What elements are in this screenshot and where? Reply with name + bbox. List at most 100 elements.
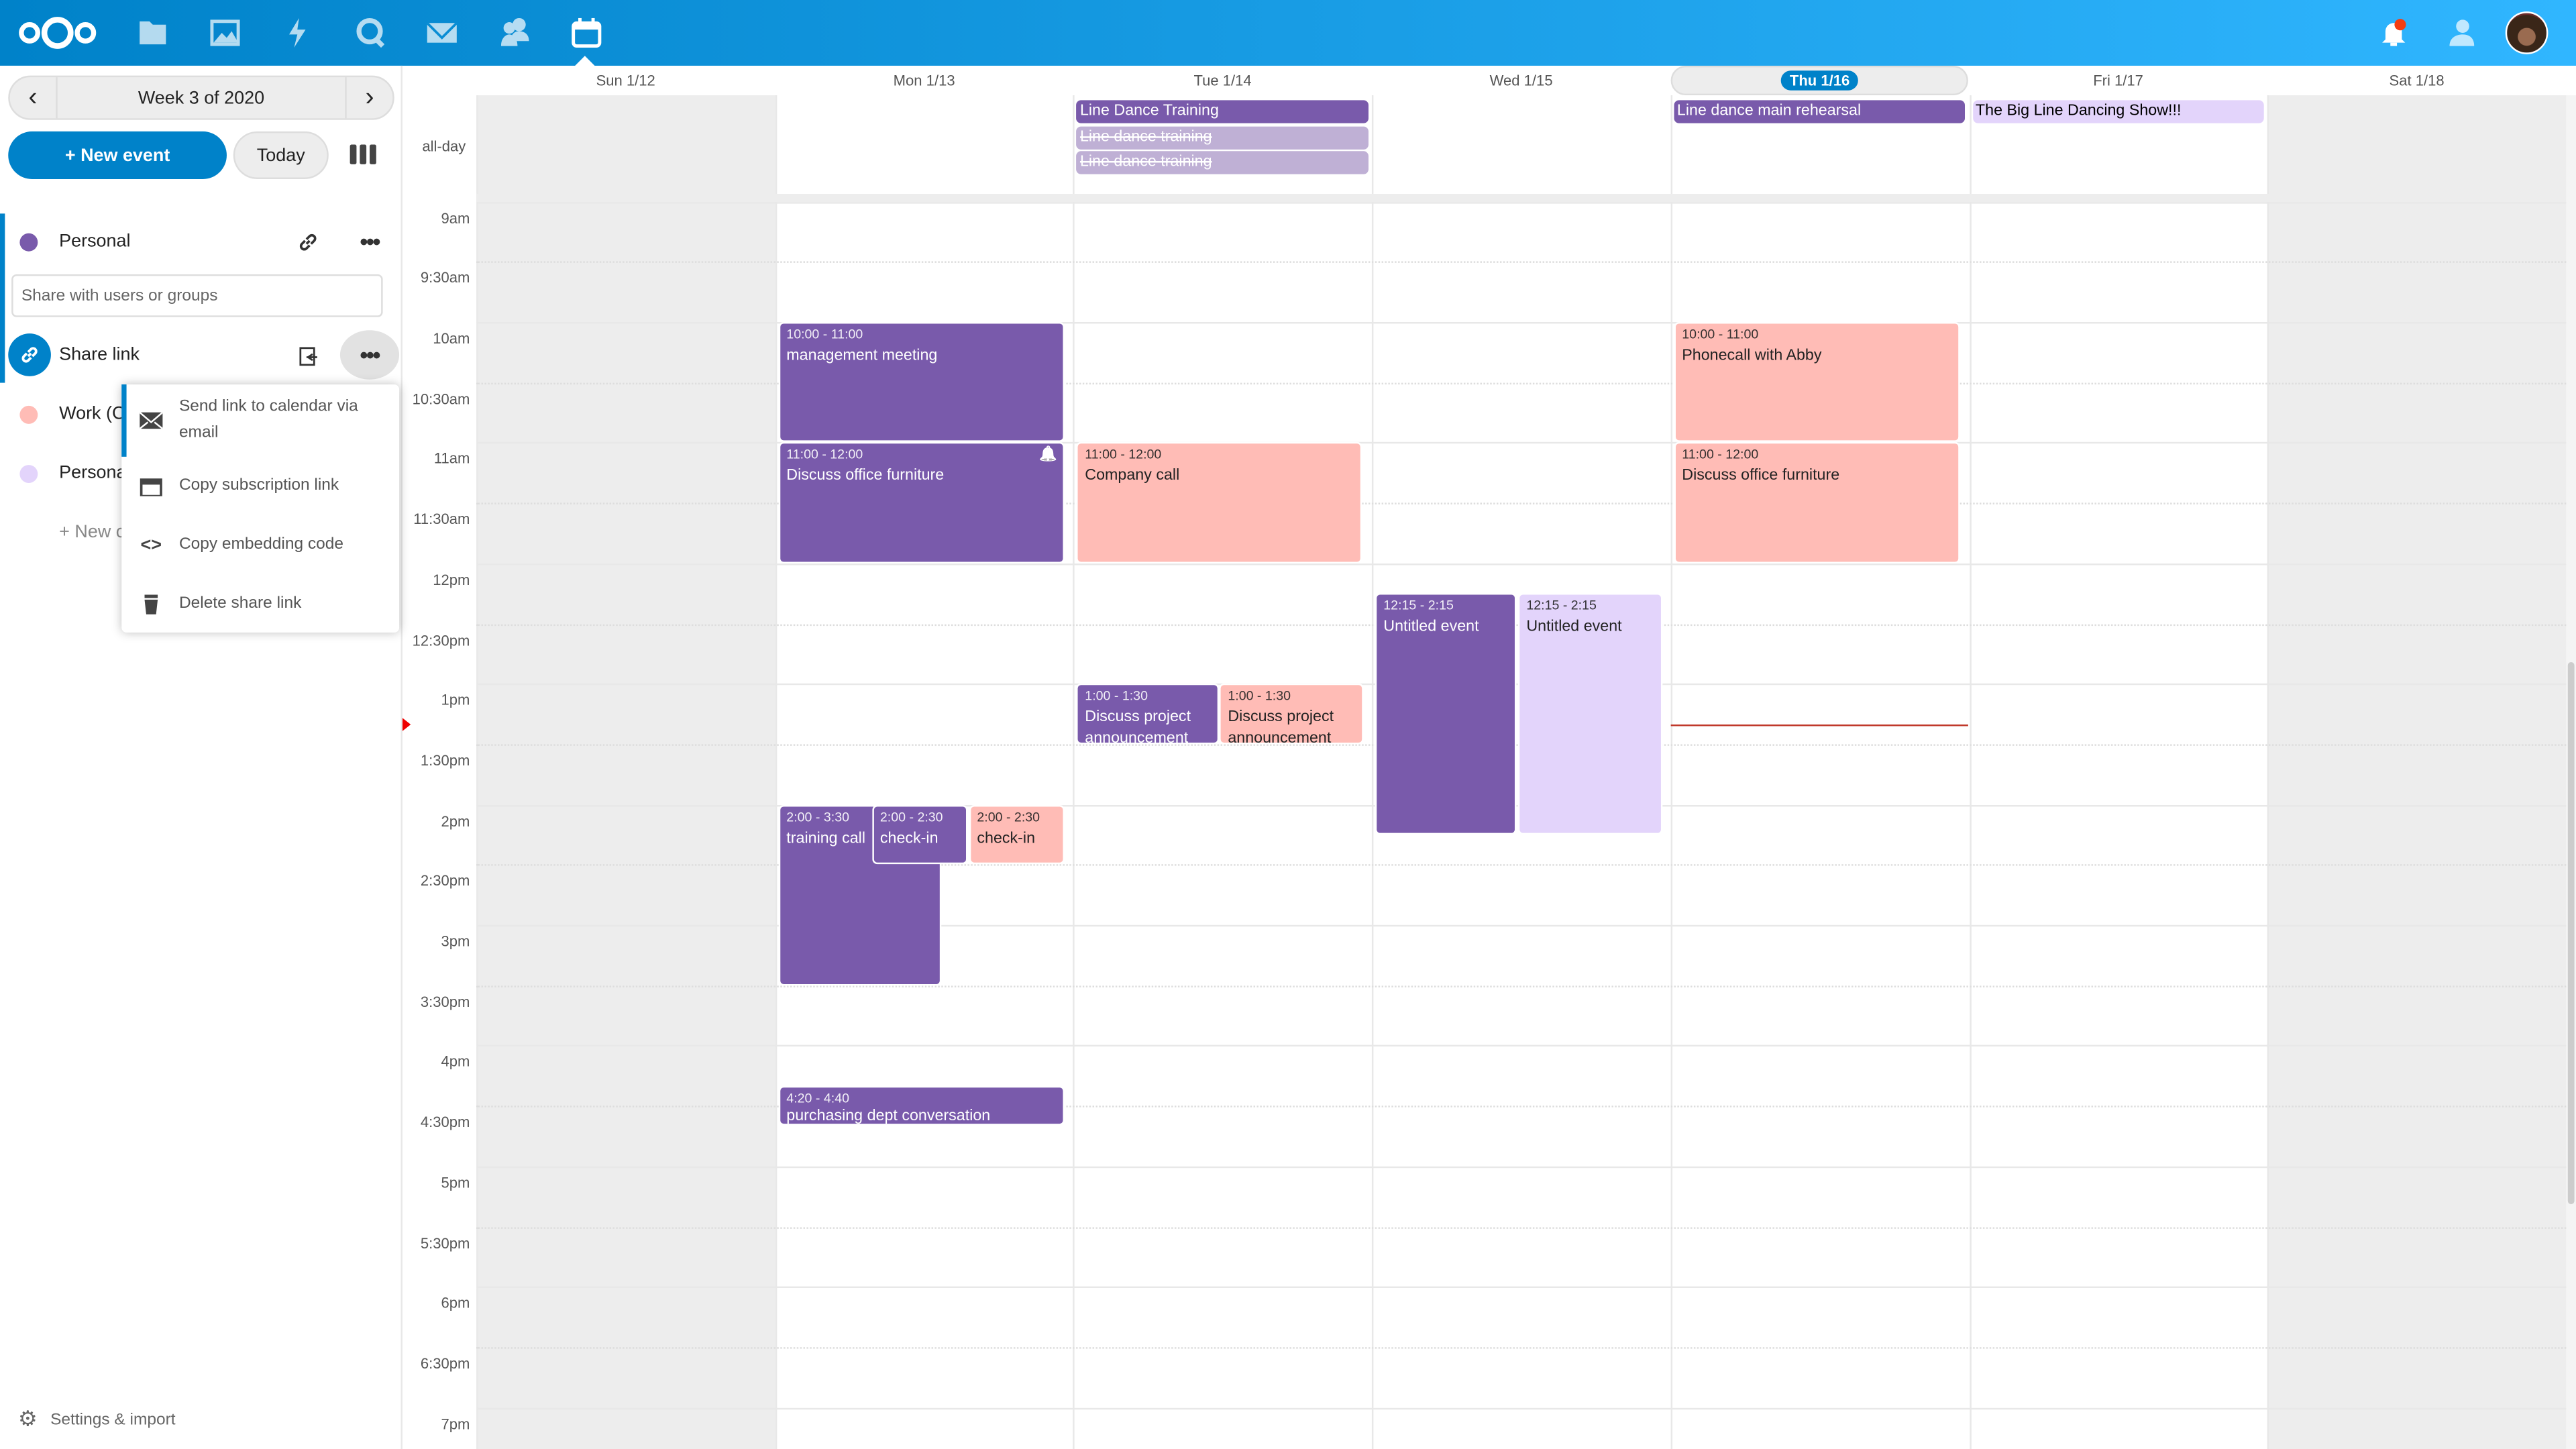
event-title: Discuss project announcement (1228, 708, 1334, 745)
day-header[interactable]: Thu 1/16 (1670, 65, 1970, 96)
sidebar: ‹ Week 3 of 2020 › + New event Today Per… (0, 65, 403, 1449)
gear-icon: ⚙ (17, 1406, 38, 1432)
all-day-label: all-day (422, 138, 466, 155)
day-header[interactable]: Sat 1/18 (2267, 66, 2566, 95)
next-week-button[interactable]: › (365, 83, 374, 111)
calendar-event[interactable]: 2:00 - 2:30 check-in (871, 804, 967, 865)
event-time: 2:00 - 2:30 (977, 809, 1040, 824)
calendar-event[interactable]: 1:00 - 1:30 Discuss project announcement (1077, 684, 1220, 745)
calendar-item-personal[interactable]: Personal ••• (0, 217, 402, 266)
calendar-event[interactable]: 11:00 - 12:00 Discuss office furniture (1674, 442, 1960, 564)
menu-item-label: Send link to calendar via email (178, 397, 358, 442)
day-header[interactable]: Wed 1/15 (1372, 66, 1670, 95)
current-time-marker (402, 717, 411, 731)
event-title: management meeting (786, 346, 938, 365)
all-day-event[interactable]: Line Dance Training (1077, 100, 1369, 123)
all-day-event[interactable]: The Big Line Dancing Show!!! (1972, 100, 2265, 123)
day-header[interactable]: Sun 1/12 (476, 66, 775, 95)
calendar-event[interactable]: 2:00 - 2:30 check-in (969, 804, 1065, 865)
all-day-event[interactable]: Line dance training (1077, 125, 1369, 149)
share-link-icon[interactable] (297, 231, 319, 252)
avatar[interactable] (2505, 11, 2548, 54)
calendar-event[interactable]: 12:15 - 2:15 Untitled event (1375, 593, 1517, 835)
menu-item-copy-embed[interactable]: <> Copy embedding code (121, 532, 399, 558)
time-label: 4:30pm (420, 1114, 470, 1131)
half-hour-line (476, 1106, 2567, 1108)
settings-label: Settings & import (50, 1410, 176, 1429)
day-header[interactable]: Tue 1/14 (1073, 66, 1372, 95)
talk-icon[interactable] (354, 16, 386, 49)
week-calendar-grid: all-day Sun 1/12 Mon 1/13 Tue 1/14 Wed 1/15… (402, 65, 2576, 1449)
all-day-event[interactable]: Line dance training (1077, 151, 1369, 174)
day-column (1073, 95, 1372, 1449)
time-label: 3:30pm (420, 993, 470, 1010)
settings-import-button[interactable]: ⚙ Settings & import (18, 1406, 176, 1432)
event-time: 1:00 - 1:30 (1228, 688, 1291, 704)
all-day-event[interactable]: Line dance main rehearsal (1674, 100, 1966, 123)
calendar-item-personal-2[interactable]: Persona (0, 449, 402, 498)
notifications-icon[interactable] (2377, 16, 2410, 49)
event-title: check-in (879, 828, 938, 847)
calendar-event[interactable]: 4:20 - 4:40 purchasing dept conversation (778, 1085, 1065, 1126)
hour-line (476, 563, 2567, 565)
new-calendar-button[interactable]: + New c (0, 508, 402, 557)
mail-icon[interactable] (425, 16, 458, 49)
current-time-line (1670, 724, 1970, 726)
calendar-icon[interactable] (570, 16, 603, 49)
activity-icon[interactable] (281, 16, 314, 49)
share-link-more-button[interactable] (339, 330, 400, 380)
day-column (1372, 95, 1670, 1449)
today-button[interactable]: Today (233, 131, 329, 179)
scrollbar[interactable] (2566, 95, 2576, 1449)
view-switch-icon[interactable] (350, 144, 376, 164)
calendar-event[interactable]: 1:00 - 1:30 Discuss project announcement (1220, 684, 1364, 745)
new-calendar-label: + New c (59, 522, 125, 543)
calendar-event[interactable]: 10:00 - 11:00 Phonecall with Abby (1674, 322, 1960, 443)
more-options-icon[interactable]: ••• (360, 228, 380, 255)
event-title: Discuss office furniture (786, 467, 945, 486)
hour-line (476, 1407, 2567, 1409)
day-header[interactable]: Fri 1/17 (1969, 66, 2267, 95)
previous-week-button[interactable]: ‹ (28, 83, 38, 111)
week-picker[interactable]: Week 3 of 2020 (56, 77, 347, 119)
calendar-event[interactable]: 10:00 - 11:00 management meeting (778, 322, 1065, 443)
calendar-event[interactable]: 12:15 - 2:15 Untitled event (1518, 593, 1663, 835)
calendar-event[interactable]: 11:00 - 12:00 Discuss office furniture 🔔 (778, 442, 1065, 564)
day-header[interactable]: Mon 1/13 (775, 66, 1073, 95)
files-icon[interactable] (136, 16, 169, 49)
event-time: 4:20 - 4:40 (786, 1090, 849, 1106)
half-hour-line (476, 382, 2567, 384)
time-label: 7pm (441, 1415, 470, 1432)
nextcloud-logo-icon[interactable] (16, 15, 98, 51)
event-time: 11:00 - 12:00 (786, 447, 863, 463)
event-time: 11:00 - 12:00 (1682, 447, 1759, 463)
event-time: 2:00 - 3:30 (786, 809, 849, 824)
copy-clipboard-icon[interactable] (297, 344, 319, 366)
menu-item-send-email[interactable]: Send link to calendar via email (121, 394, 399, 447)
menu-item-delete-share[interactable]: Delete share link (121, 592, 399, 618)
new-event-button[interactable]: + New event (8, 131, 227, 179)
more-options-icon[interactable]: ••• (360, 341, 380, 368)
time-label: 10:30am (412, 390, 470, 407)
calendar-event[interactable]: 11:00 - 12:00 Company call (1077, 442, 1363, 564)
calendar-icon (140, 478, 162, 496)
event-time: 10:00 - 11:00 (1682, 327, 1759, 342)
calendar-item-work[interactable]: Work (C (0, 389, 402, 438)
menu-item-copy-subscription[interactable]: Copy subscription link (121, 473, 399, 499)
photos-icon[interactable] (209, 16, 241, 49)
day-header-label: Fri 1/17 (2093, 72, 2143, 89)
all-day-separator (476, 193, 2567, 203)
share-with-users-input[interactable]: Share with users or groups (11, 274, 383, 317)
event-title: purchasing dept conversation (786, 1107, 991, 1126)
share-link-avatar-icon (8, 333, 51, 376)
contacts-icon[interactable] (498, 16, 531, 49)
day-column (2267, 95, 2567, 1449)
time-label: 9am (441, 209, 470, 226)
half-hour-line (476, 1226, 2567, 1228)
day-column (1670, 95, 1969, 1449)
contacts-menu-icon[interactable] (2443, 16, 2476, 49)
menu-item-label: Copy subscription link (178, 476, 339, 495)
half-hour-line (476, 985, 2567, 987)
active-calendar-indicator (0, 213, 5, 383)
time-label: 11am (433, 450, 470, 468)
